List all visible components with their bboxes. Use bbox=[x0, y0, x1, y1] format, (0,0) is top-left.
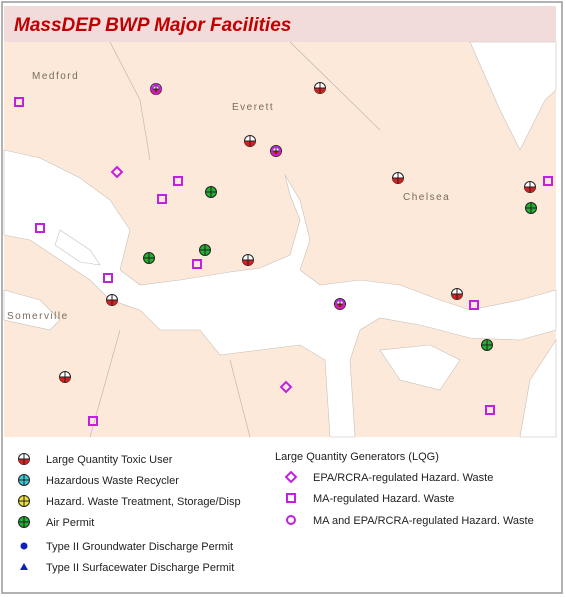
legend-label: Air Permit bbox=[46, 517, 94, 529]
legend-label: Hazard. Waste Treatment, Storage/Disp bbox=[46, 496, 241, 508]
legend-title: Large Quantity Generators (LQG) bbox=[275, 451, 439, 463]
legend: Large Quantity Toxic User Hazardous Wast… bbox=[18, 451, 534, 574]
map: Medford Everett Chelsea Somerville bbox=[3, 41, 557, 438]
title-bar bbox=[4, 6, 556, 42]
legend-label: MA and EPA/RCRA-regulated Hazard. Waste bbox=[313, 515, 534, 527]
title: MassDEP BWP Major Facilities bbox=[14, 15, 291, 36]
legend-label: EPA/RCRA-regulated Hazard. Waste bbox=[313, 472, 493, 484]
place-label: Chelsea bbox=[403, 192, 450, 203]
place-label: Medford bbox=[32, 71, 79, 82]
legend-label: Large Quantity Toxic User bbox=[46, 454, 173, 466]
place-label: Everett bbox=[232, 102, 274, 113]
legend-label: Type II Surfacewater Discharge Permit bbox=[46, 562, 234, 574]
place-label: Somerville bbox=[7, 311, 69, 322]
legend-label: Type II Groundwater Discharge Permit bbox=[46, 541, 233, 553]
legend-label: Hazardous Waste Recycler bbox=[46, 475, 179, 487]
legend-label: MA-regulated Hazard. Waste bbox=[313, 493, 454, 505]
